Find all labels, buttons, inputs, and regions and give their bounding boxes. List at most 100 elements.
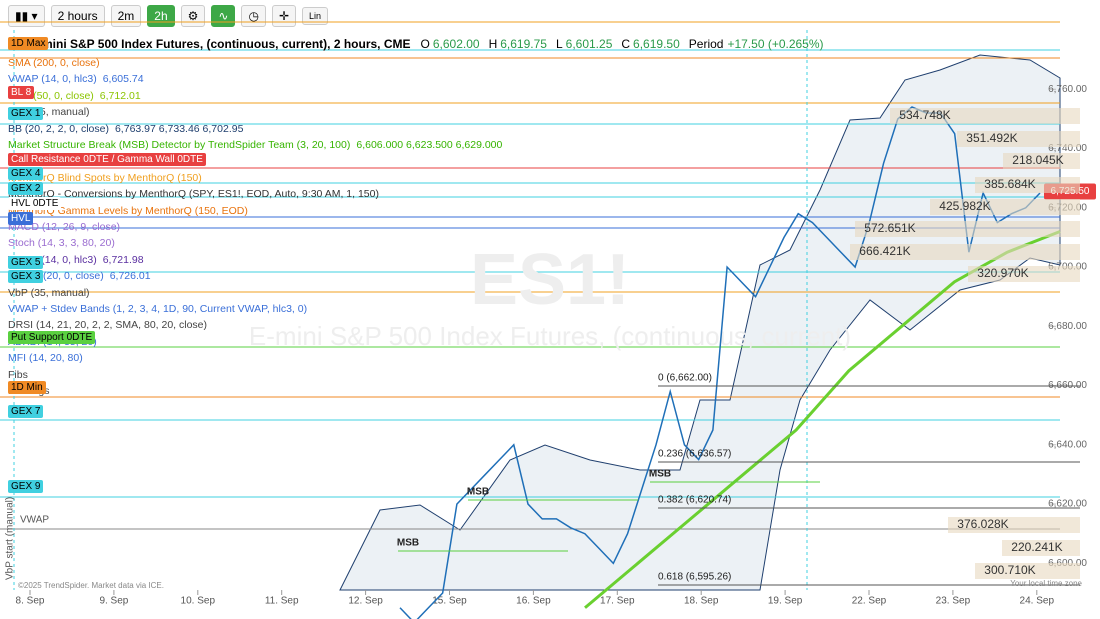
x-tick-label: 24. Sep [1020,596,1055,607]
period-value: +17.50 (+0.265%) [727,37,824,51]
x-tick-label: 12. Sep [348,596,383,607]
indicator-row: MenthorQ - Conversions by MenthorQ (SPY,… [8,188,379,200]
indicator-name: MenthorQ - Conversions by MenthorQ (SPY,… [8,188,379,201]
ohlc-key: L [555,37,563,51]
indicator-row: VWAP (14, 0, hlc3) 6,605.74 [8,73,144,85]
volume-bar [975,563,1080,579]
y-tick-label: 6,680.00 [1048,321,1087,332]
x-tick-label: 17. Sep [600,596,635,607]
level-badge: Call Resistance 0DTE / Gamma Wall 0DTE [8,153,206,166]
ohlc-key: O [420,37,430,51]
indicator-name: Market Structure Break (MSB) Detector by… [8,139,351,151]
level-badge: GEX 4 [8,167,44,180]
fib-label: 0.236 (6,636.57) [658,449,731,460]
scale-toggle[interactable]: Lin [302,7,329,25]
volume-bar [890,108,1080,124]
volume-bar [855,221,1080,237]
ohlc-value: 6,619.50 [633,37,680,51]
indicator-value: 6,721.98 [102,253,144,266]
level-badge: GEX 5 [8,256,44,269]
volume-label: 376.028K [957,517,1008,531]
level-badge: HVL [8,212,34,225]
x-tick-label: 10. Sep [181,596,216,607]
msb-label: MSB [649,469,671,480]
bollinger-band [339,54,1061,591]
volume-bar [968,266,1080,282]
indicator-row: VbP (35, manual) [8,287,90,299]
indicator-name: MFI (14, 20, 80) [8,352,83,365]
side-label: VbP start (manual) [5,497,16,580]
indicator-value: 6,712.01 [99,89,141,102]
level-badge: 1D Max [8,37,49,50]
level-badge: HVL 0DTE [8,197,62,210]
x-tick-label: 23. Sep [936,596,971,607]
indicator-row: SMA (200, 0, close) [8,57,100,69]
volume-bar [957,131,1080,147]
x-tick-label: 8. Sep [16,596,45,607]
volume-bar [1002,540,1080,556]
indicator-row: MACD (12, 26, 9, close) [8,221,120,233]
level-badge: GEX 1 [8,107,44,120]
indicator-row: MenthorQ Gamma Levels by MenthorQ (150, … [8,205,248,217]
level-badge: GEX 9 [8,480,44,493]
volume-label: 534.748K [899,108,950,122]
indicator-value: 6,726.01 [109,270,151,283]
y-tick-label: 6,640.00 [1048,439,1087,450]
indicator-row: Fibs [8,369,28,381]
x-tick-label: 19. Sep [768,596,803,607]
x-tick-label: 16. Sep [516,596,551,607]
msb-label: MSB [397,538,419,549]
indicator-name: Fibs [8,368,28,381]
indicator-name: DRSI (14, 21, 20, 2, 2, SMA, 80, 20, clo… [8,319,208,332]
legend-title: E-mini S&P 500 Index Futures, (continuou… [30,37,411,51]
indicator-row: DRSI (14, 21, 20, 2, 2, SMA, 80, 20, clo… [8,319,207,331]
msb-label: MSB [467,487,489,498]
volume-label: 220.241K [1011,540,1062,554]
volume-label: 425.982K [939,199,990,213]
level-badge: GEX 7 [8,405,44,418]
indicator-name: Stoch (14, 3, 3, 80, 20) [8,237,115,250]
indicator-row: MenthorQ Blind Spots by MenthorQ (150) [8,172,202,184]
volume-label: 300.710K [984,563,1035,577]
indicator-row: Stoch (14, 3, 3, 80, 20) [8,237,115,249]
indicator-row: BB (20, 2, 2, 0, close) 6,763.97 6,733.46… [8,123,243,135]
period-label: Period [688,37,724,51]
y-tick-label: 6,740.00 [1048,143,1087,154]
ohlc-value: 6,602.00 [432,37,480,51]
x-tick-label: 11. Sep [265,596,299,607]
watermark-sub: E-mini S&P 500 Index Futures, (continuou… [249,321,851,351]
volume-label: 218.045K [1012,153,1063,167]
volume-bar [975,177,1080,193]
footer: ©2025 TrendSpider. Market data via ICE. [18,581,164,590]
indicator-name: MenthorQ Gamma Levels by MenthorQ (150, … [8,204,248,217]
y-tick-label: 6,760.00 [1048,84,1087,95]
indicator-value: 6,605.74 [102,73,144,86]
volume-label: 320.970K [977,266,1028,280]
indicator-value: 6,763.97 6,733.46 6,702.95 [114,122,244,135]
volume-label: 351.492K [966,131,1017,145]
level-badge: GEX 3 [8,270,44,283]
legend: E-mini S&P 500 Index Futures, (continuou… [30,37,824,51]
fib-label: 0.382 (6,620.74) [658,495,731,506]
indicator-name: SMA (200, 0, close) [8,57,100,69]
level-badge: GEX 2 [8,182,44,195]
indicator-row: VWAP + Stdev Bands (1, 2, 3, 4, 1D, 90, … [8,303,307,315]
level-badge: BL 8 [8,86,35,99]
indicator-name: BB (20, 2, 2, 0, close) [8,122,109,135]
ohlc-value: 6,619.75 [500,37,547,51]
watermark: ES1! [470,240,630,320]
side-label: VWAP [20,515,49,526]
indicator-name: MACD (12, 26, 9, close) [8,221,121,233]
fib-label: 0.618 (6,595.26) [658,572,731,583]
indicator-name: MenthorQ Blind Spots by MenthorQ (150) [8,171,202,184]
x-tick-label: 9. Sep [99,596,128,607]
x-tick-label: 18. Sep [684,596,719,607]
indicator-row: MFI (14, 20, 80) [8,352,83,364]
indicator-name: VWAP (14, 0, hlc3) [8,73,97,86]
fib-label: 0 (6,662.00) [658,373,712,384]
volume-label: 666.421K [859,244,910,258]
indicator-row: Market Structure Break (MSB) Detector by… [8,139,502,151]
indicator-value: 6,606.000 6,623.500 6,629.000 [356,139,503,151]
